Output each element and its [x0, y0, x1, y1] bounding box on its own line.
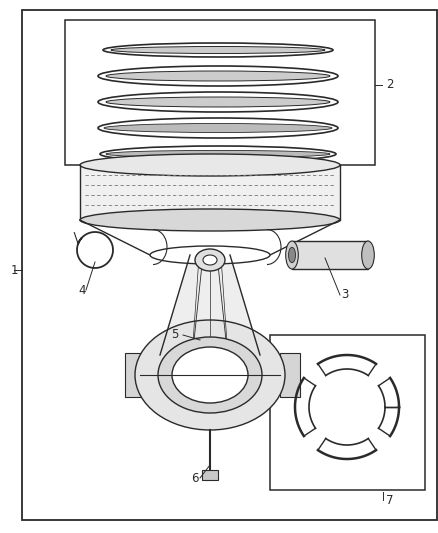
Ellipse shape — [289, 247, 296, 263]
Ellipse shape — [98, 92, 338, 112]
Ellipse shape — [80, 209, 340, 231]
Text: 3: 3 — [341, 288, 349, 302]
Ellipse shape — [203, 255, 217, 265]
Ellipse shape — [106, 97, 330, 107]
Text: 7: 7 — [386, 494, 394, 506]
Ellipse shape — [98, 118, 338, 138]
Ellipse shape — [106, 150, 330, 158]
Ellipse shape — [98, 66, 338, 86]
Text: 1: 1 — [10, 263, 18, 277]
Bar — [270, 335, 425, 490]
Bar — [202, 470, 218, 480]
Ellipse shape — [362, 241, 374, 269]
Bar — [280, 353, 300, 397]
Polygon shape — [160, 255, 260, 355]
Ellipse shape — [150, 246, 270, 264]
Ellipse shape — [172, 347, 248, 403]
Ellipse shape — [100, 146, 336, 162]
Bar — [65, 20, 375, 165]
Ellipse shape — [106, 71, 330, 81]
Text: 4: 4 — [78, 284, 86, 296]
Ellipse shape — [286, 241, 298, 269]
Bar — [292, 241, 368, 269]
Ellipse shape — [104, 124, 332, 133]
Ellipse shape — [80, 154, 340, 176]
Text: 2: 2 — [386, 78, 394, 92]
Bar — [125, 353, 145, 397]
Bar — [80, 165, 340, 220]
Ellipse shape — [158, 337, 262, 413]
Text: 6: 6 — [191, 472, 199, 484]
Ellipse shape — [135, 320, 285, 430]
Text: 5: 5 — [171, 328, 179, 342]
Ellipse shape — [111, 46, 325, 53]
Ellipse shape — [195, 249, 225, 271]
Ellipse shape — [103, 43, 333, 57]
